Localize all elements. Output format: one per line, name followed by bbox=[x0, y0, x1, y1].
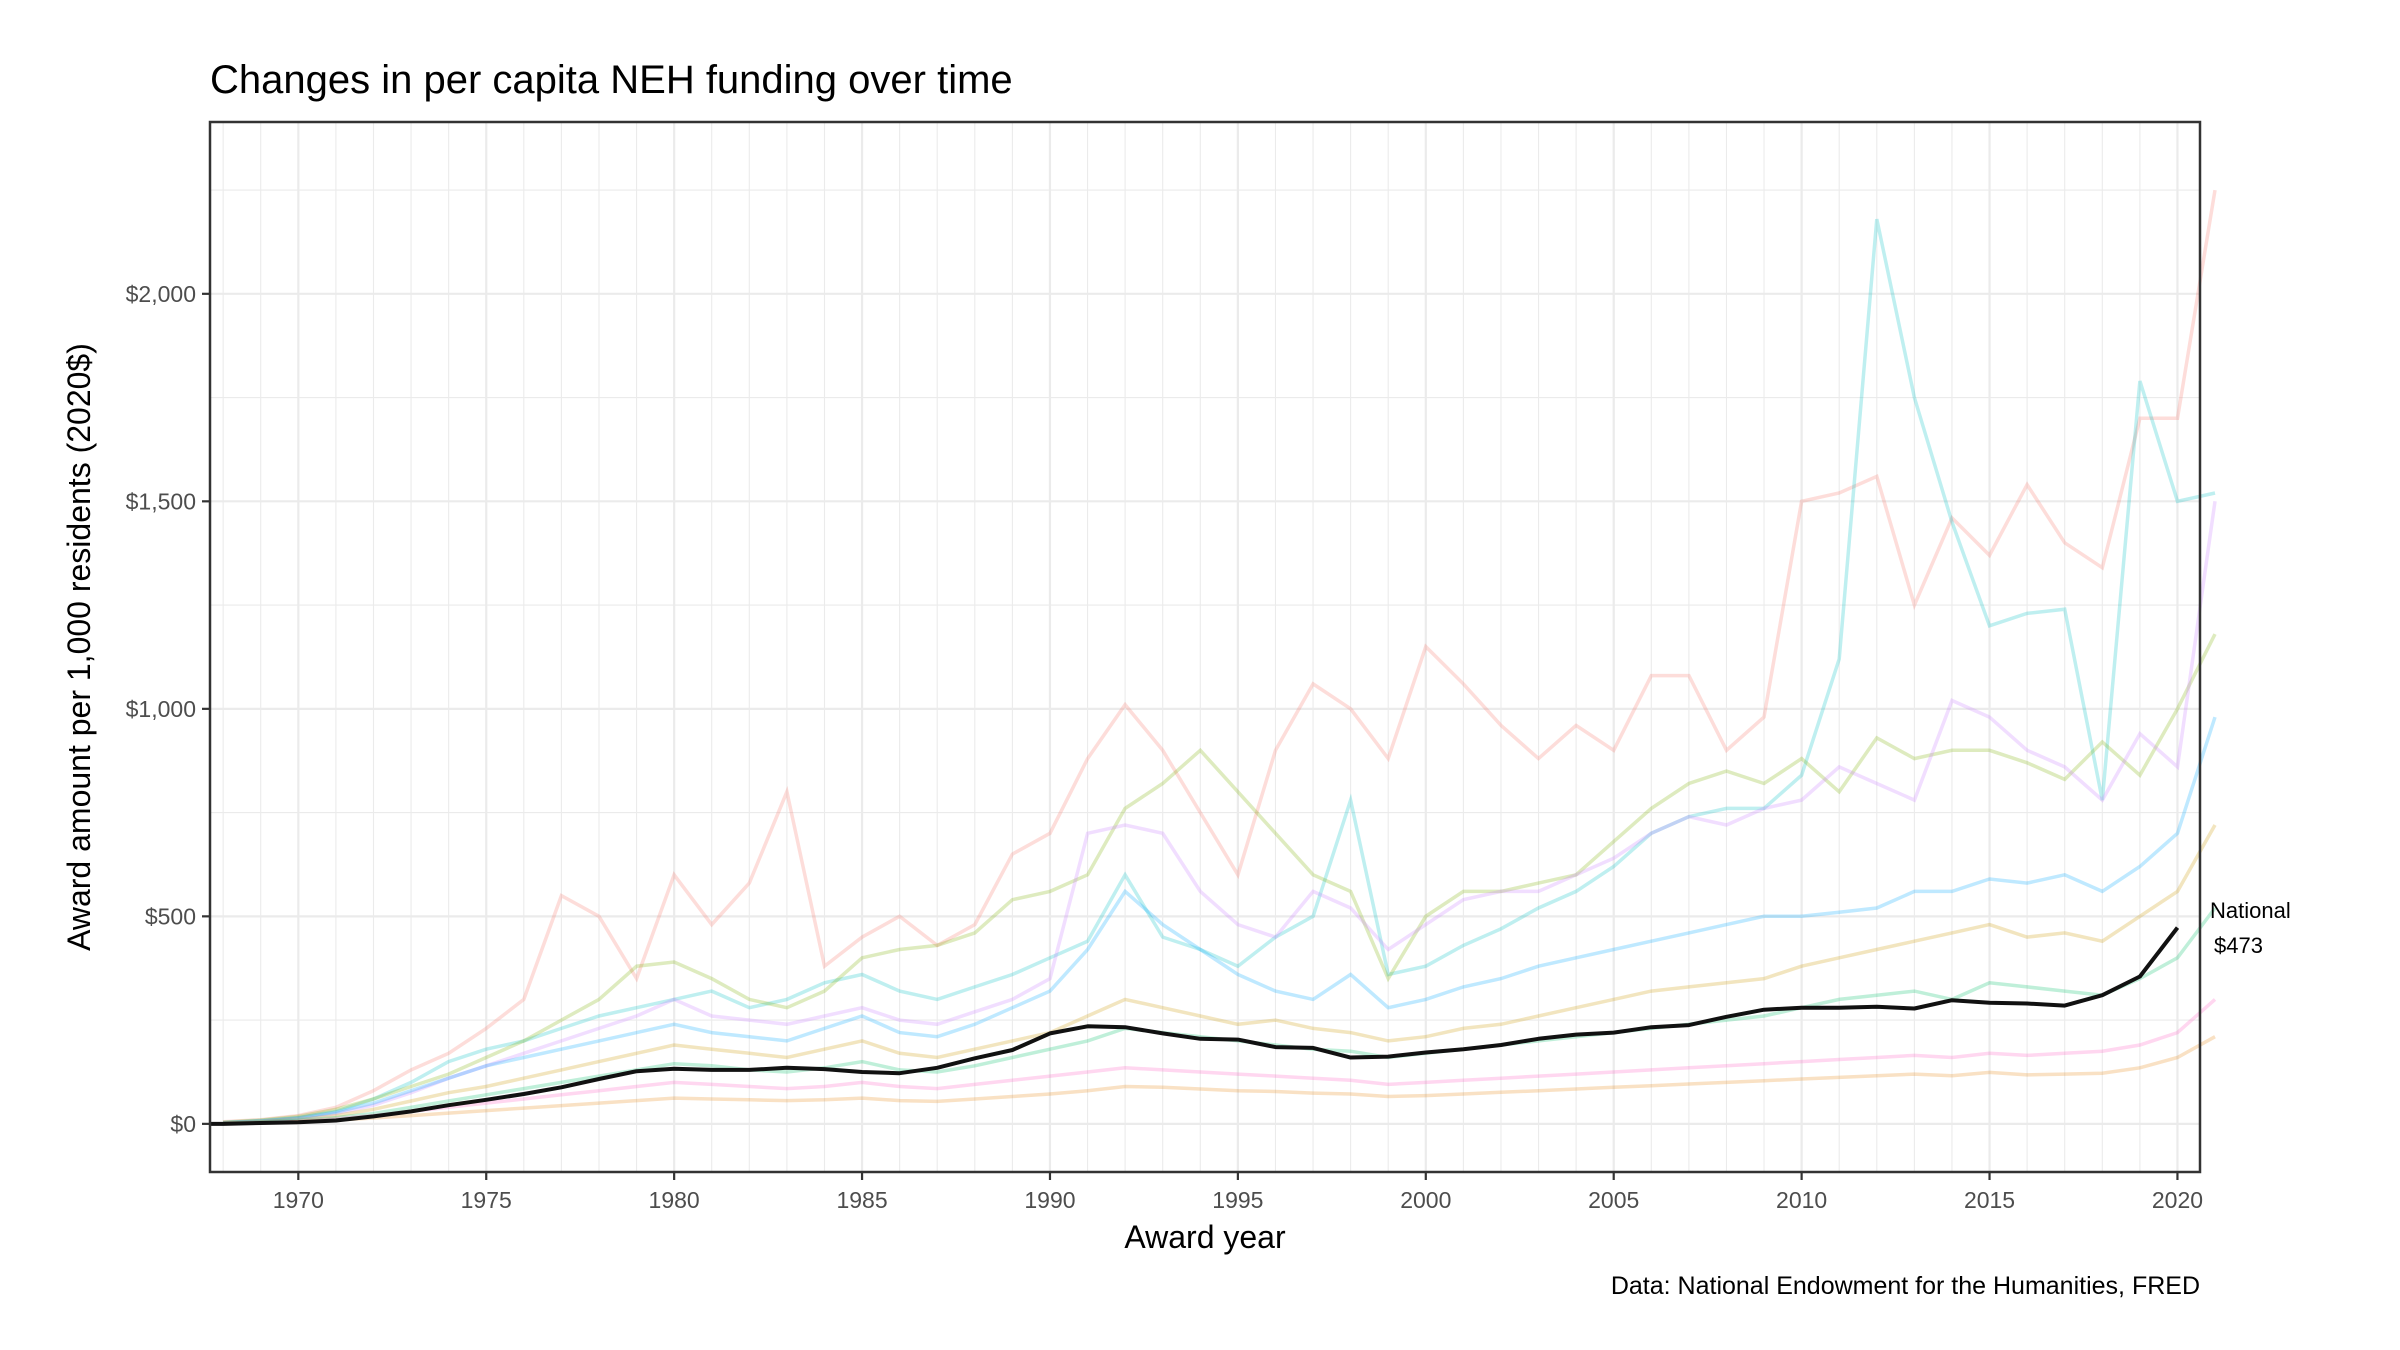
national-value-label: $473 bbox=[2214, 933, 2263, 958]
x-tick-label: 1985 bbox=[836, 1187, 887, 1213]
national-label: National bbox=[2210, 898, 2291, 923]
x-tick-label: 2015 bbox=[1964, 1187, 2015, 1213]
state-line bbox=[223, 824, 2217, 1125]
state-lines bbox=[223, 189, 2217, 1126]
y-axis: $0 $500 $1,000 $1,500 $2,000 bbox=[126, 281, 210, 1137]
y-tick-label: $1,000 bbox=[126, 696, 196, 722]
plot-panel-border bbox=[208, 120, 2202, 1174]
chart-title: Changes in per capita NEH funding over t… bbox=[210, 58, 1013, 102]
state-line bbox=[223, 998, 2217, 1126]
state-line bbox=[223, 1035, 2216, 1126]
x-tick-label: 1990 bbox=[1024, 1187, 1075, 1213]
y-axis-title: Award amount per 1,000 residents (2020$) bbox=[61, 343, 97, 951]
y-tick-label: $500 bbox=[145, 903, 196, 929]
y-tick-label: $1,500 bbox=[126, 488, 196, 514]
y-tick-label: $2,000 bbox=[126, 281, 196, 307]
x-axis: 1970 1975 1980 1985 1990 1995 2000 2005 2010 2015… bbox=[273, 1172, 2203, 1213]
state-line bbox=[223, 633, 2217, 1124]
x-tick-label: 2000 bbox=[1400, 1187, 1451, 1213]
state-line bbox=[223, 218, 2216, 1125]
x-tick-label: 2020 bbox=[2152, 1187, 2203, 1213]
national-line-group bbox=[210, 926, 2180, 1126]
grid bbox=[210, 122, 2200, 1172]
y-tick-label: $0 bbox=[170, 1111, 196, 1137]
state-line bbox=[223, 716, 2217, 1125]
x-axis-title: Award year bbox=[1124, 1219, 1286, 1255]
x-tick-label: 1975 bbox=[461, 1187, 512, 1213]
x-tick-label: 1980 bbox=[649, 1187, 700, 1213]
x-tick-label: 1970 bbox=[273, 1187, 324, 1213]
national-line bbox=[210, 926, 2180, 1126]
state-line bbox=[223, 189, 2217, 1124]
state-line bbox=[223, 501, 2217, 1125]
caption: Data: National Endowment for the Humanit… bbox=[1611, 1272, 2200, 1300]
x-tick-label: 2005 bbox=[1588, 1187, 1639, 1213]
x-tick-label: 1995 bbox=[1212, 1187, 1263, 1213]
x-tick-label: 2010 bbox=[1776, 1187, 1827, 1213]
